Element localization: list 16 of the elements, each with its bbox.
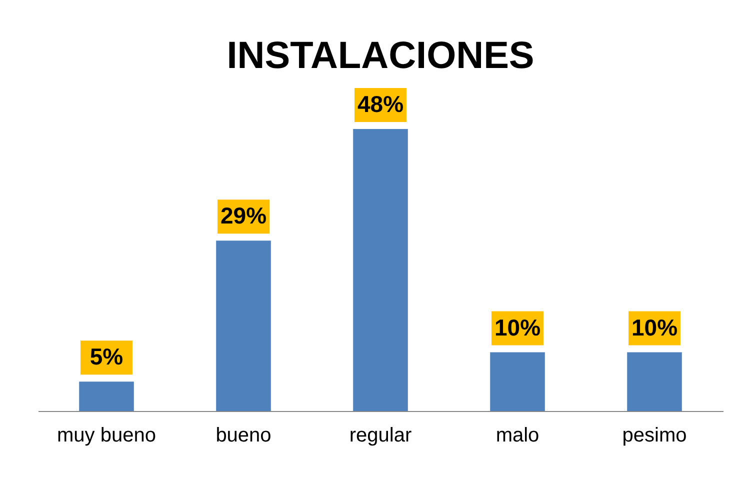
x-tick-label: pesimo bbox=[622, 424, 687, 446]
x-tick-label: muy bueno bbox=[57, 424, 156, 446]
data-label: 10% bbox=[631, 314, 678, 340]
bar bbox=[216, 240, 271, 411]
x-tick-label: regular bbox=[349, 424, 412, 446]
data-label: 5% bbox=[90, 344, 124, 370]
chart-title: INSTALACIONES bbox=[226, 35, 534, 77]
bar bbox=[490, 352, 545, 411]
data-label: 48% bbox=[357, 91, 404, 117]
bar bbox=[353, 129, 408, 411]
data-label: 10% bbox=[494, 314, 541, 340]
bar bbox=[627, 352, 682, 411]
x-tick-label: bueno bbox=[216, 424, 272, 446]
data-label: 29% bbox=[220, 202, 267, 229]
x-tick-label: malo bbox=[496, 424, 540, 446]
bar bbox=[79, 382, 134, 411]
